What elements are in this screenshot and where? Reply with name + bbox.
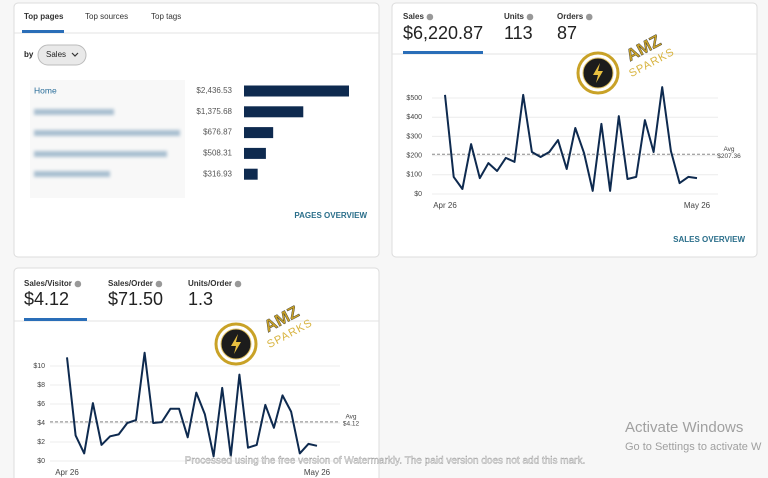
tab[interactable]: Top pages [24,12,64,21]
bar [244,106,304,118]
line [444,86,698,192]
overview-link[interactable]: PAGES OVERVIEW [294,211,367,220]
metric-value: $71.50 [108,289,163,309]
metric-value: 87 [557,23,577,43]
y-tick-label: $8 [37,382,45,389]
overview-link[interactable]: SALES OVERVIEW [673,235,745,244]
metric-label: Units/Order [188,279,232,288]
blur-region [30,80,185,198]
metric-value: 1.3 [188,289,213,309]
blurred-labels [34,109,180,177]
tab[interactable]: Top tags [151,12,181,21]
blurred-label [34,130,180,136]
bar [244,127,274,139]
metric-value: $6,220.87 [403,23,483,43]
y-tick-label: $10 [33,363,45,370]
line [66,351,318,458]
avg-label: Avg [345,414,356,421]
y-tick-label: $300 [406,133,422,140]
y-tick-label: $200 [406,152,422,159]
y-tick-label: $0 [414,191,422,198]
metric-value: $4.12 [24,289,69,309]
metric-value: 113 [504,23,533,43]
activate-sub: Go to Settings to activate W [625,441,762,453]
info-icon [526,13,534,21]
logo-bolt [593,63,603,83]
x-tick-label: May 26 [684,201,711,210]
metric-label: Sales [403,12,424,21]
y-tick-label: $500 [406,95,422,102]
info-icon [74,280,82,288]
x-tick-label: May 26 [304,468,331,477]
blurred-label [34,151,167,157]
avg-value: $4.12 [343,421,360,428]
metric-indicator [24,318,87,321]
page-value: $508.31 [203,149,232,158]
bar [244,147,266,159]
logo-bolt [231,334,241,354]
x-tick-label: Apr 26 [433,201,457,210]
avg-value: $207.36 [717,153,741,160]
y-tick-label: $6 [37,401,45,408]
x-tick-label: Apr 26 [55,468,79,477]
info-icon [155,280,163,288]
metric-label: Sales/Visitor [24,279,72,288]
activate-title: Activate Windows [625,419,743,436]
bar [244,168,258,180]
page-value: $316.93 [203,169,232,178]
y-tick-label: $2 [37,439,45,446]
y-tick-label: $0 [37,458,45,465]
by-label: by [24,50,34,59]
dropdown-value[interactable]: Sales [46,50,66,59]
metric-label: Sales/Order [108,279,153,288]
metric-label: Orders [557,12,584,21]
page-value: $676.87 [203,128,232,137]
y-tick-label: $400 [406,114,422,121]
y-tick-label: $100 [406,172,422,179]
tab-indicator [22,30,64,33]
info-icon [585,13,593,21]
page-name[interactable]: Home [34,85,57,95]
info-icon [234,280,242,288]
watermark: Processed using the free version of Wate… [185,456,586,467]
info-icon [426,13,434,21]
tab[interactable]: Top sources [85,12,128,21]
avg-label: Avg [723,146,734,153]
metric-label: Units [504,12,525,21]
dropdown[interactable] [37,44,87,66]
chevron [71,52,79,57]
bar [244,85,349,97]
page-value: $1,375.68 [196,107,232,116]
metric-indicator [403,51,483,54]
blurred-label [34,171,110,177]
page-value: $2,436.53 [196,86,232,95]
blurred-label [34,109,114,115]
y-tick-label: $4 [37,420,45,427]
